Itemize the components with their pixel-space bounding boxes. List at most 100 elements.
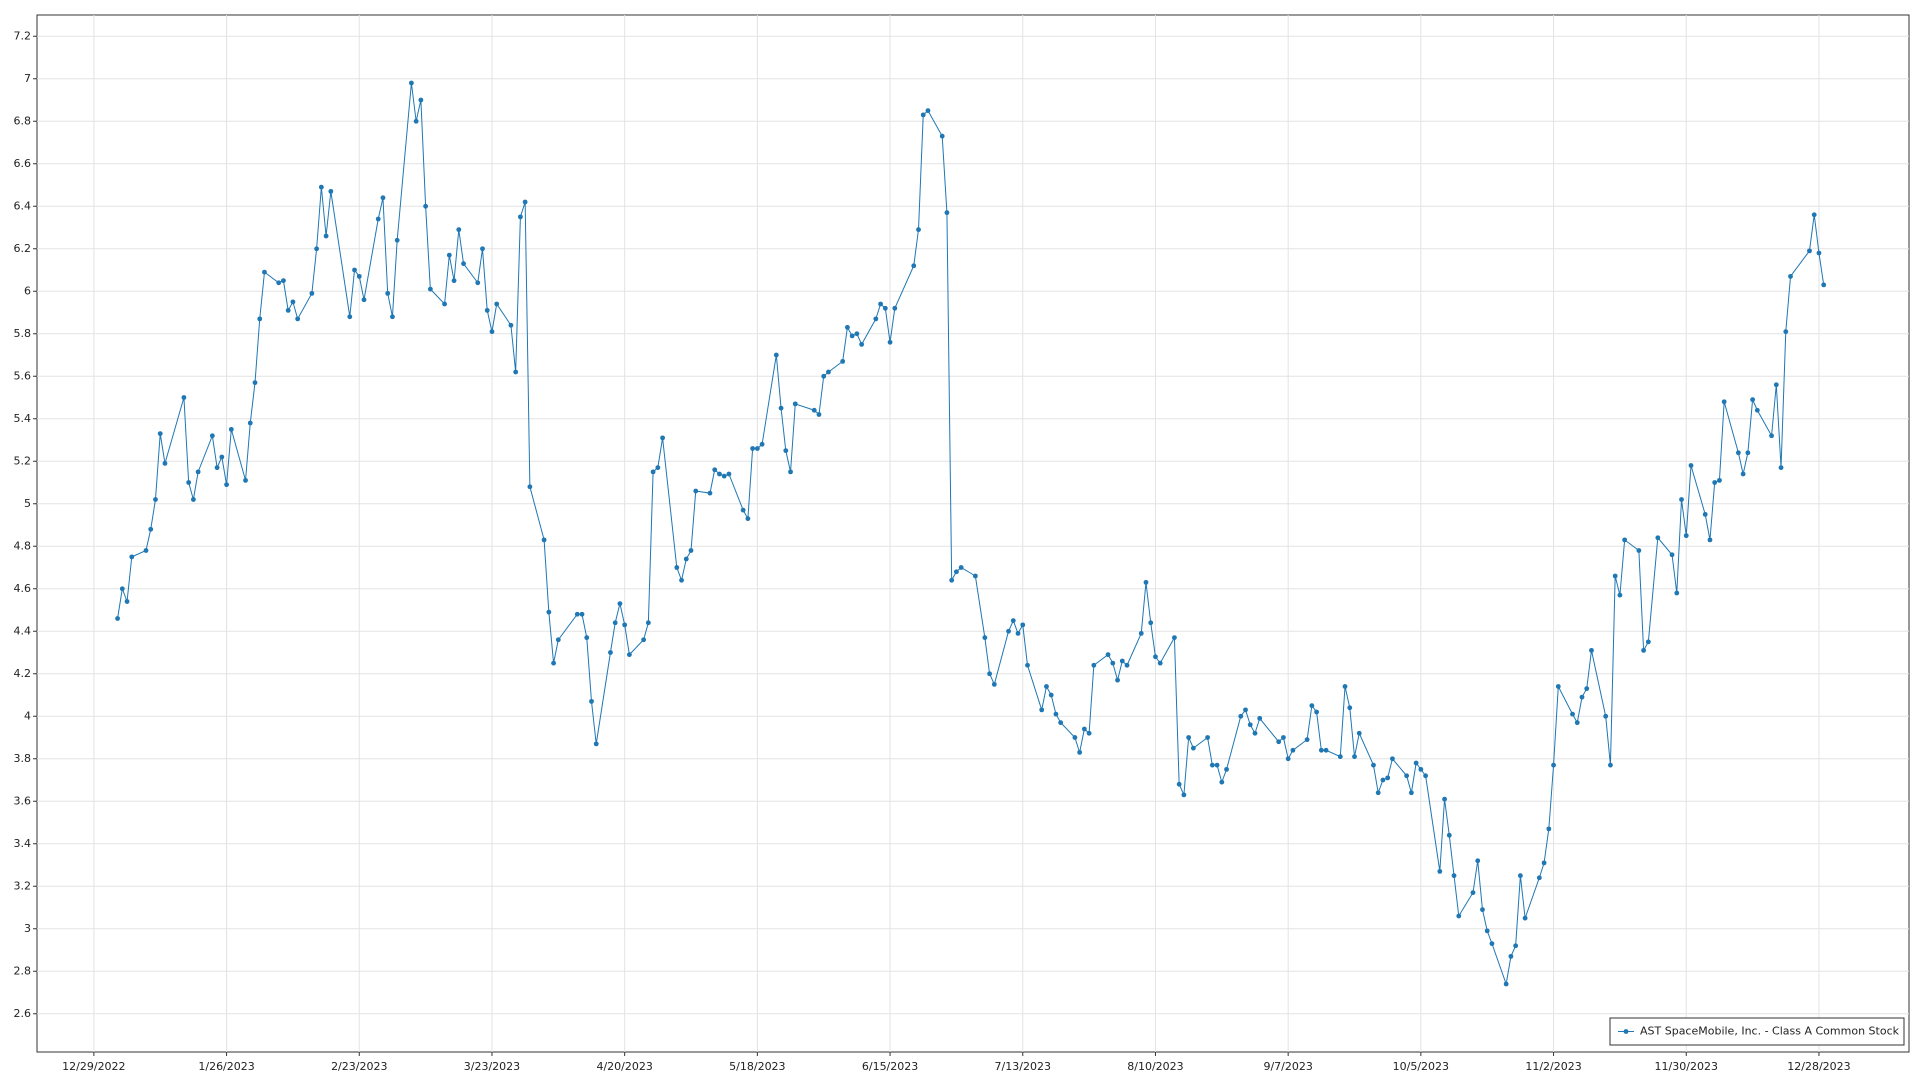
data-point: [356, 273, 362, 279]
data-point: [352, 267, 357, 273]
data-point: [186, 480, 192, 485]
data-point: [1645, 639, 1651, 645]
y-tick-label: 4.6: [14, 582, 32, 595]
data-point: [574, 611, 580, 617]
data-point: [1314, 709, 1319, 715]
data-point: [721, 473, 727, 479]
data-point: [423, 203, 429, 209]
data-point: [484, 307, 490, 313]
data-point: [1053, 711, 1059, 717]
data-point: [1612, 573, 1618, 579]
data-point: [821, 373, 827, 379]
data-point: [1209, 762, 1215, 768]
data-point: [1536, 875, 1542, 881]
x-tick-label: 1/26/2023: [198, 1060, 254, 1073]
data-point: [1451, 873, 1457, 879]
y-tick-label: 5.8: [14, 327, 32, 340]
data-point: [1669, 552, 1675, 558]
data-point: [617, 601, 623, 607]
data-point: [1584, 686, 1590, 692]
y-tick-label: 4.2: [14, 667, 32, 680]
data-point: [1025, 662, 1030, 668]
y-tick-label: 7: [24, 72, 31, 85]
data-point: [1190, 745, 1196, 751]
data-point: [745, 516, 751, 522]
data-point: [1380, 777, 1386, 783]
data-point: [693, 488, 699, 494]
data-point: [882, 305, 888, 311]
data-point: [1788, 273, 1793, 279]
y-tick-label: 4.4: [14, 624, 32, 637]
data-point: [252, 380, 258, 386]
legend-label: AST SpaceMobile, Inc. - Class A Common S…: [1640, 1025, 1900, 1038]
data-point: [954, 569, 959, 575]
data-point: [1290, 747, 1296, 753]
data-point: [811, 407, 817, 413]
data-point: [461, 261, 466, 267]
data-point: [409, 80, 414, 86]
data-point: [1337, 754, 1343, 760]
data-point: [1309, 703, 1315, 709]
data-point: [1375, 790, 1381, 796]
data-point: [1143, 579, 1149, 585]
data-point: [1352, 754, 1357, 760]
data-point: [759, 441, 765, 447]
data-point: [508, 322, 514, 328]
data-point: [541, 537, 547, 543]
grid: [37, 15, 1909, 1052]
data-point: [442, 301, 447, 307]
data-point: [243, 477, 248, 483]
data-point: [219, 454, 225, 460]
data-point: [1020, 622, 1026, 628]
x-tick-label: 3/23/2023: [464, 1060, 520, 1073]
data-point: [726, 471, 732, 477]
data-point: [1555, 684, 1561, 689]
data-point: [916, 227, 921, 233]
data-point: [143, 548, 149, 553]
data-point: [1807, 248, 1812, 254]
plot-frame: [36, 14, 1910, 1053]
data-point: [1404, 773, 1410, 779]
data-point: [1238, 713, 1244, 719]
data-point: [1508, 953, 1514, 959]
data-point: [712, 467, 718, 473]
data-point: [1783, 329, 1789, 335]
x-tick-label: 12/29/2022: [62, 1060, 125, 1073]
data-point: [1390, 756, 1395, 762]
data-point: [276, 280, 282, 286]
data-point: [1617, 592, 1623, 598]
data-point: [1072, 735, 1078, 740]
data-point: [1119, 658, 1125, 664]
data-point: [214, 465, 220, 471]
data-point: [1371, 762, 1376, 768]
data-point: [1105, 652, 1111, 658]
data-point: [546, 609, 552, 615]
data-point: [361, 297, 367, 303]
data-point: [911, 263, 917, 269]
data-point: [679, 577, 684, 583]
data-point: [1603, 713, 1609, 719]
data-point: [949, 577, 955, 583]
data-point: [1480, 907, 1485, 913]
data-point: [314, 246, 320, 252]
data-point: [551, 660, 556, 666]
data-point: [1115, 677, 1120, 683]
data-point: [1176, 781, 1182, 787]
data-point: [1048, 692, 1054, 698]
data-point: [1172, 635, 1177, 641]
data-point: [939, 133, 945, 139]
x-tick-label: 11/30/2023: [1655, 1060, 1718, 1073]
y-tick-label: 6.8: [14, 114, 32, 127]
data-point: [1323, 747, 1329, 753]
data-point: [1655, 535, 1661, 541]
x-tick-label: 6/15/2023: [862, 1060, 918, 1073]
data-point: [1769, 433, 1774, 439]
y-tick-label: 6.6: [14, 157, 32, 170]
legend-marker: [1623, 1029, 1629, 1034]
legend: AST SpaceMobile, Inc. - Class A Common S…: [1609, 1017, 1905, 1046]
data-point: [1408, 790, 1414, 796]
data-point: [1205, 735, 1210, 740]
data-point: [318, 184, 324, 190]
data-point: [1285, 756, 1291, 762]
